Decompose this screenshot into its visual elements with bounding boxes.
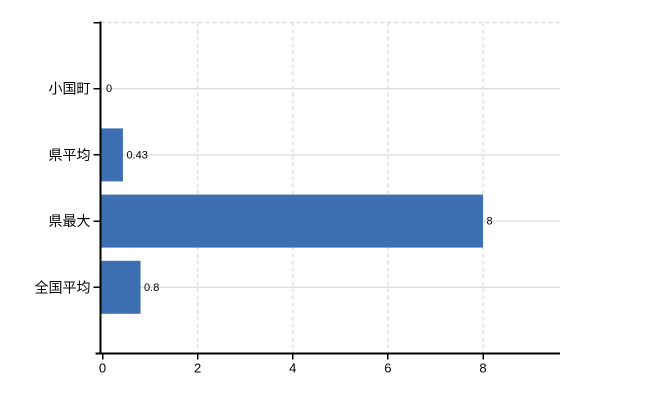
category-label: 県平均 [49,147,91,163]
x-tick-label: 6 [384,361,391,376]
x-tick-label: 4 [289,361,296,376]
x-tick-label: 2 [194,361,201,376]
bar-value-label: 0 [106,83,112,95]
bar-value-label: 0.43 [126,149,147,161]
bar-value-label: 8 [487,216,493,228]
category-label: 小国町 [49,81,91,97]
bar-value-label: 0.8 [144,282,159,294]
x-tick-label: 0 [99,361,106,376]
bar [101,260,141,314]
category-label: 全国平均 [35,279,91,295]
category-label: 県最大 [49,213,91,229]
x-tick-label: 8 [479,361,486,376]
bar [101,194,483,248]
bar [101,128,123,182]
